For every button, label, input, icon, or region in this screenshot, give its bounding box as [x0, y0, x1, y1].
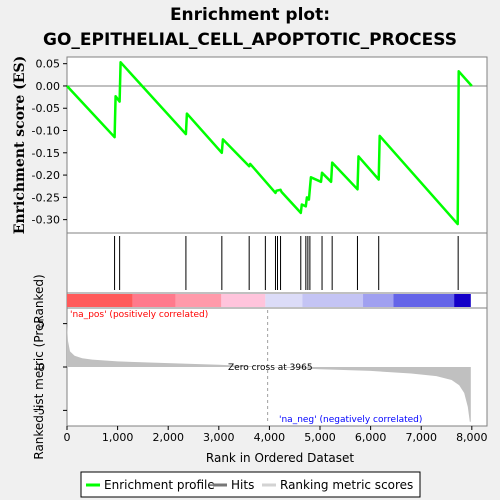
ranking-bar-segment	[302, 294, 364, 307]
metric-y-tick-label: 5	[38, 318, 45, 331]
es-y-tick-label: -0.05	[32, 102, 60, 115]
ranking-bar-segment	[393, 294, 455, 307]
enrichment-profile-line	[66, 61, 473, 226]
x-tick-label: 6,000	[355, 431, 387, 444]
negative-correlation-label: 'na_neg' (negatively correlated)	[279, 415, 422, 425]
x-tick-label: 1,000	[102, 431, 134, 444]
x-tick-label: 7,000	[405, 431, 437, 444]
es-y-tick-label: -0.30	[32, 214, 60, 227]
es-y-tick-label: -0.15	[32, 147, 60, 160]
ranking-bar-segment	[132, 294, 176, 307]
es-y-tick-label: 0.05	[36, 58, 61, 71]
x-tick-label: 0	[64, 431, 71, 444]
hits-marks	[114, 236, 459, 290]
enrichment-profile	[66, 61, 473, 226]
es-y-axis-label: Enrichment score (ES)	[12, 56, 28, 234]
metric-y-axis-label: Ranked list metric (PreRanked)	[32, 274, 46, 459]
ranking-metric-area	[67, 310, 471, 424]
x-tick-label: 2,000	[152, 431, 184, 444]
ranking-bar-segment	[363, 294, 394, 307]
metric-y-axis: 5 0 -5	[34, 318, 67, 417]
x-tick-label: 5,000	[304, 431, 336, 444]
x-tick-label: 3,000	[203, 431, 235, 444]
x-tick-label: 8,000	[456, 431, 488, 444]
ranking-bar-segment	[175, 294, 222, 307]
legend-hits-label: Hits	[231, 478, 254, 492]
es-y-tick-label: -0.25	[32, 191, 60, 204]
ranking-bar-segment	[265, 294, 303, 307]
es-panel-frame	[66, 56, 488, 234]
metric-y-tick-label: 0	[38, 361, 45, 374]
legend-box	[80, 471, 421, 498]
x-tick-label: 4,000	[254, 431, 286, 444]
ranking-bar-segment	[67, 294, 133, 307]
legend: Enrichment profile Hits Ranking metric s…	[80, 471, 421, 498]
metric-y-tick-label: -5	[34, 404, 45, 417]
chart-subtitle: GO_EPITHELIAL_CELL_APOPTOTIC_PROCESS	[43, 30, 457, 50]
hits-panel-frame	[66, 232, 488, 294]
ranking-bar-segment	[221, 294, 266, 307]
es-y-tick-label: -0.20	[32, 169, 60, 182]
es-y-tick-label: -0.10	[32, 125, 60, 138]
es-y-tick-label: 0.00	[36, 80, 61, 93]
ranking-bar-segment	[454, 294, 471, 307]
chart-title: Enrichment plot:	[170, 5, 330, 25]
positive-correlation-label: 'na_pos' (positively correlated)	[70, 310, 208, 320]
x-axis: 0 1,000 2,000 3,000 4,000 5,000 6,000 7,000 8,00…	[64, 426, 488, 444]
x-axis-label: Rank in Ordered Dataset	[206, 451, 354, 465]
zero-cross-label: Zero cross at 3965	[228, 363, 313, 373]
legend-enrichment-label: Enrichment profile	[104, 478, 215, 492]
legend-metric-label: Ranking metric scores	[280, 478, 413, 492]
es-y-axis: 0.05 0.00 -0.05 -0.10 -0.15 -0.20 -0.25 -0.30	[32, 58, 67, 227]
ranking-color-bar	[67, 294, 471, 307]
